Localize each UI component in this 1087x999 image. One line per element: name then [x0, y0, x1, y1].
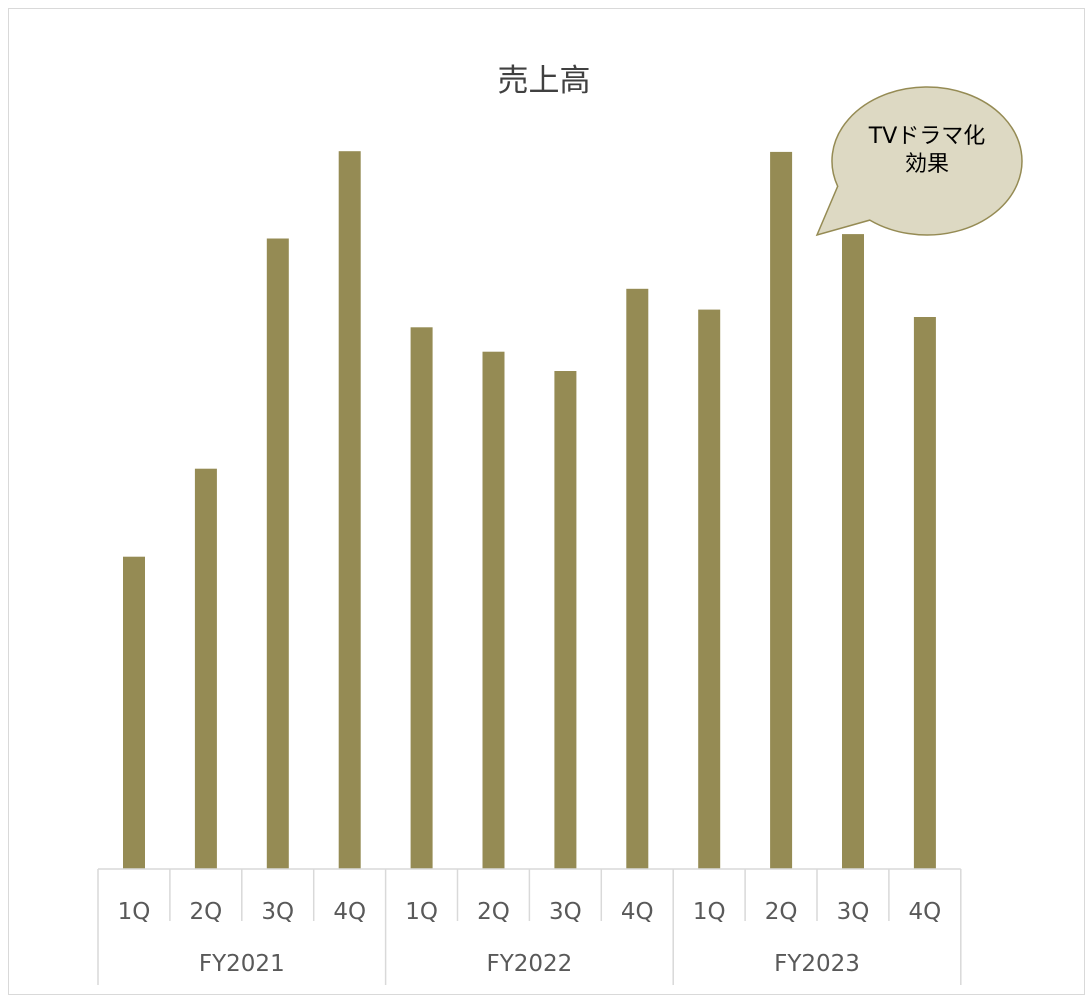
x-tick-label: 4Q	[909, 899, 942, 925]
chart-frame: 売上高 1Q 2Q 3Q 4Q 1Q 2Q 3Q 4Q 1Q 2Q 3Q 4Q FY2021 FY2022…	[8, 8, 1085, 995]
chart-title: 売上高	[498, 63, 591, 99]
x-tick-label: 2Q	[190, 899, 223, 925]
x-tick-label: 1Q	[405, 899, 438, 925]
bar-fy2021-3q	[267, 239, 289, 870]
x-tick-label: 3Q	[261, 899, 294, 925]
bar-fy2022-1q	[411, 327, 433, 869]
x-group-label: FY2021	[199, 951, 285, 977]
x-tick-label: 2Q	[765, 899, 798, 925]
bar-fy2022-3q	[554, 371, 576, 869]
callout-line-2: 効果	[905, 152, 949, 177]
bars-layer	[123, 151, 936, 869]
x-tick-label: 4Q	[621, 899, 654, 925]
bar-fy2022-4q	[626, 289, 648, 869]
category-axis: 1Q 2Q 3Q 4Q 1Q 2Q 3Q 4Q 1Q 2Q 3Q 4Q FY2021 FY2022 FY20…	[98, 869, 961, 985]
bar-fy2021-2q	[195, 469, 217, 869]
annotation-callout: TVドラマ化 効果	[817, 87, 1022, 235]
bar-fy2023-1q	[698, 310, 720, 869]
callout-line-1: TVドラマ化	[868, 124, 986, 149]
x-tick-label: 2Q	[477, 899, 510, 925]
bar-fy2023-2q	[770, 152, 792, 869]
x-tick-label: 4Q	[333, 899, 366, 925]
bar-fy2021-1q	[123, 557, 145, 869]
x-group-label: FY2022	[486, 951, 572, 977]
bar-fy2021-4q	[339, 151, 361, 869]
bar-fy2023-3q	[842, 234, 864, 869]
bar-fy2022-2q	[483, 352, 505, 869]
x-tick-label: 3Q	[549, 899, 582, 925]
x-tick-label: 1Q	[693, 899, 726, 925]
x-tick-label: 1Q	[118, 899, 151, 925]
sales-bar-chart: 売上高 1Q 2Q 3Q 4Q 1Q 2Q 3Q 4Q 1Q 2Q 3Q 4Q FY2021 FY2022…	[9, 9, 1086, 996]
x-tick-label: 3Q	[837, 899, 870, 925]
x-group-label: FY2023	[774, 951, 860, 977]
bar-fy2023-4q	[914, 317, 936, 869]
